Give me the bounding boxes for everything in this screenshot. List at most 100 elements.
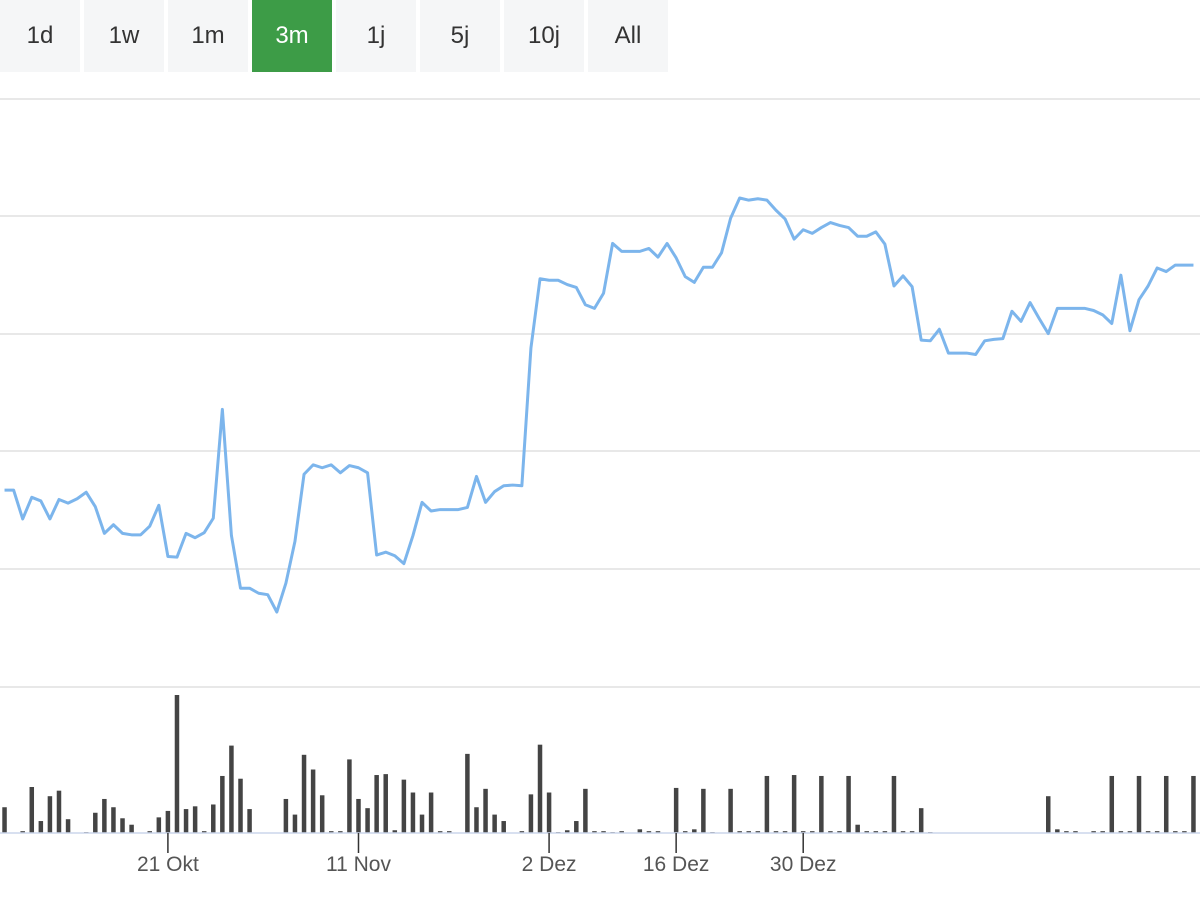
volume-bar-43 <box>392 830 398 833</box>
volume-bar-22 <box>201 831 207 833</box>
volume-bar-88 <box>800 831 806 833</box>
volume-bar-40 <box>365 808 370 833</box>
volume-bar-120 <box>1091 831 1096 833</box>
x-tick-label-4: 30 Dez <box>770 853 837 876</box>
range-button-3m[interactable]: 3m <box>252 0 332 72</box>
volume-bar-31 <box>283 798 289 833</box>
volume-bar-44 <box>401 779 407 833</box>
volume-bar-41 <box>374 775 379 833</box>
volume-bar-101 <box>918 808 924 833</box>
volume-bar-26 <box>238 778 243 833</box>
volume-bar-60 <box>546 792 552 833</box>
volume-bar-131 <box>1191 775 1196 833</box>
volume-bar-55 <box>501 821 506 833</box>
volume-bar-87 <box>791 775 797 833</box>
volume-bar-25 <box>229 745 234 833</box>
volume-bar-116 <box>1055 829 1060 833</box>
volume-bar-14 <box>129 824 134 833</box>
volume-bar-51 <box>465 753 470 833</box>
volume-bar-64 <box>583 788 588 833</box>
range-button-1j[interactable]: 1j <box>336 0 416 72</box>
volume-bar-82 <box>746 831 751 833</box>
volume-bar-115 <box>1046 796 1051 833</box>
range-button-10j[interactable]: 10j <box>504 0 584 72</box>
volume-bar-39 <box>356 798 361 833</box>
volume-bar-6 <box>56 790 62 833</box>
x-tick-label-1: 11 Nov <box>326 853 391 876</box>
range-button-1w[interactable]: 1w <box>84 0 164 72</box>
range-button-1d[interactable]: 1d <box>0 0 80 72</box>
volume-bar-96 <box>873 831 879 833</box>
volume-bar-48 <box>437 831 443 833</box>
volume-bar-13 <box>120 818 125 833</box>
volume-bar-49 <box>447 831 452 833</box>
volume-bar-76 <box>692 829 697 833</box>
volume-bar-46 <box>419 814 425 833</box>
x-tick-label-3: 16 Dez <box>643 853 710 876</box>
x-tick-label-2: 2 Dez <box>522 853 577 876</box>
volume-bar-71 <box>646 831 652 833</box>
volume-bar-95 <box>864 831 869 833</box>
volume-bar-12 <box>111 807 116 833</box>
volume-bar-20 <box>183 809 189 833</box>
volume-bar-77 <box>701 788 706 833</box>
volume-bar-91 <box>828 831 833 833</box>
volume-bar-129 <box>1173 831 1178 833</box>
volume-bar-121 <box>1100 831 1105 833</box>
volume-bar-52 <box>474 807 479 833</box>
volume-bar-92 <box>837 831 842 833</box>
volume-bar-42 <box>383 774 388 833</box>
volume-bar-124 <box>1127 831 1133 833</box>
range-selector: 1d 1w 1m 3m 1j 5j 10j All <box>0 0 668 72</box>
x-tick-label-0: 21 Okt <box>137 853 199 876</box>
volume-bar-93 <box>846 775 851 833</box>
volume-bar-54 <box>492 814 497 833</box>
volume-bar-126 <box>1145 831 1151 833</box>
volume-bar-85 <box>773 831 779 833</box>
volume-bar-128 <box>1163 775 1169 833</box>
volume-bar-53 <box>483 788 488 833</box>
volume-bar-81 <box>737 831 742 833</box>
volume-bar-75 <box>682 831 688 833</box>
volume-bar-33 <box>301 754 307 833</box>
volume-bar-65 <box>592 831 597 833</box>
volume-bar-123 <box>1118 831 1124 833</box>
volume-bar-16 <box>147 831 152 833</box>
volume-bar-3 <box>29 787 35 833</box>
volume-bar-45 <box>410 792 416 833</box>
volume-bar-72 <box>655 831 661 833</box>
range-button-all[interactable]: All <box>588 0 668 72</box>
volume-bar-84 <box>764 775 770 833</box>
volume-bar-57 <box>519 831 525 833</box>
volume-bar-89 <box>810 831 815 833</box>
volume-bar-2 <box>20 831 25 833</box>
volume-bar-11 <box>102 798 107 833</box>
volume-bar-80 <box>728 788 733 833</box>
volume-bar-122 <box>1109 775 1115 833</box>
volume-bar-99 <box>900 831 906 833</box>
volume-bar-94 <box>855 824 860 833</box>
volume-bar-58 <box>528 794 534 833</box>
volume-bar-10 <box>93 812 98 833</box>
volume-bar-83 <box>755 831 761 833</box>
volume-bar-118 <box>1073 831 1078 833</box>
volume-bar-0 <box>2 807 7 833</box>
volume-bar-7 <box>65 819 71 833</box>
volume-bar-27 <box>247 809 252 833</box>
volume-bar-127 <box>1154 831 1160 833</box>
volume-bar-98 <box>891 775 897 833</box>
volume-bar-62 <box>564 830 570 833</box>
volume-bar-125 <box>1136 775 1142 833</box>
volume-bar-4 <box>38 821 44 833</box>
volume-bar-130 <box>1182 831 1187 833</box>
volume-bar-34 <box>310 769 316 833</box>
volume-bar-18 <box>165 810 171 833</box>
range-button-1m[interactable]: 1m <box>168 0 248 72</box>
volume-bar-5 <box>47 796 53 833</box>
volume-bar-90 <box>819 775 824 833</box>
volume-bar-117 <box>1064 831 1069 833</box>
range-button-5j[interactable]: 5j <box>420 0 500 72</box>
volume-bar-100 <box>909 831 915 833</box>
volume-bar-86 <box>782 831 788 833</box>
